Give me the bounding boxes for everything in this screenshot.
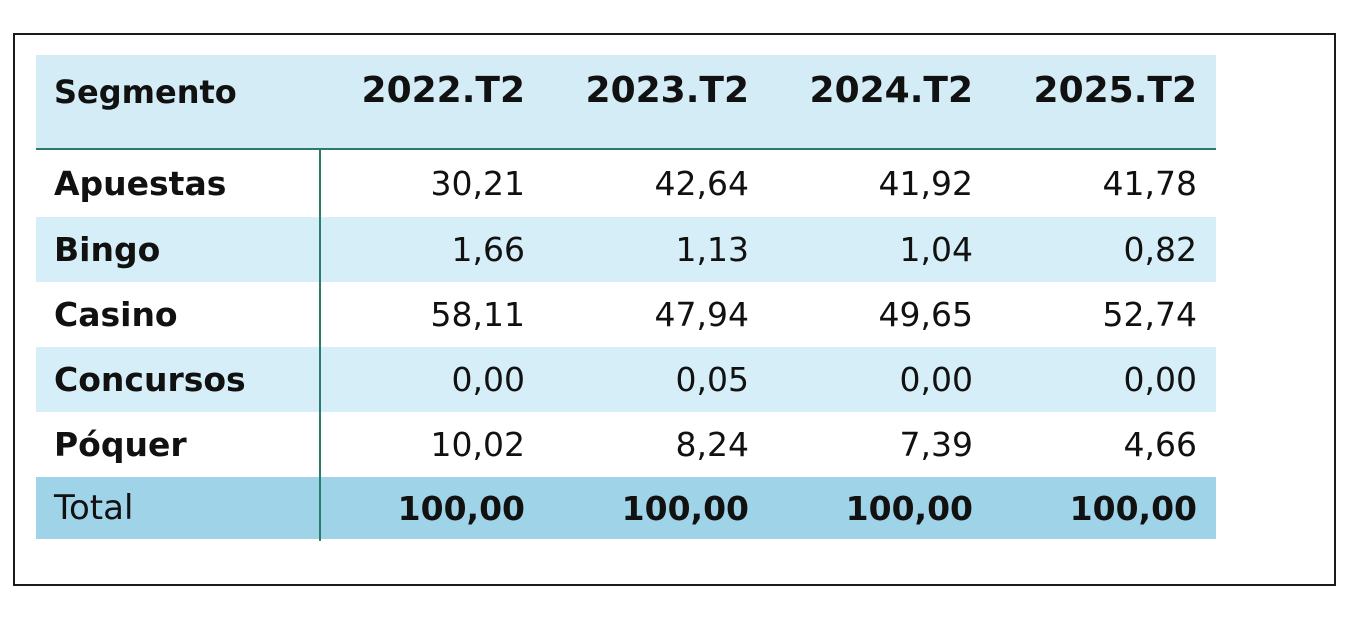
table-cell: 42,64 [654, 164, 749, 203]
total-cell: 100,00 [621, 488, 749, 528]
table-cell: 10,02 [430, 425, 525, 464]
table-cell: 1,13 [675, 230, 749, 269]
table-cell: 7,39 [899, 425, 973, 464]
row-label: Apuestas [54, 164, 227, 203]
column-header-2023-t2: 2023.T2 [585, 70, 749, 111]
table-cell: 0,00 [451, 360, 525, 399]
table-cell: 0,00 [1123, 360, 1197, 399]
table-row: Bingo 1,66 1,13 1,04 0,82 [36, 217, 1216, 282]
column-header-2022-t2: 2022.T2 [361, 70, 525, 111]
column-divider [319, 150, 321, 541]
table-header-row: Segmento 2022.T2 2023.T2 2024.T2 2025.T2 [36, 55, 1216, 150]
row-label: Concursos [54, 360, 246, 399]
table-row: Apuestas 30,21 42,64 41,92 41,78 [36, 150, 1216, 217]
table-row: Casino 58,11 47,94 49,65 52,74 [36, 282, 1216, 347]
table-cell: 1,04 [899, 230, 973, 269]
total-label: Total [54, 488, 134, 528]
table-cell: 41,78 [1102, 164, 1197, 203]
data-table: Segmento 2022.T2 2023.T2 2024.T2 2025.T2… [36, 55, 1216, 541]
column-header-2025-t2: 2025.T2 [1033, 70, 1197, 111]
table-cell: 47,94 [654, 295, 749, 334]
table-row: Póquer 10,02 8,24 7,39 4,66 [36, 412, 1216, 477]
table-cell: 0,82 [1123, 230, 1197, 269]
row-label: Póquer [54, 425, 187, 464]
row-label: Bingo [54, 230, 161, 269]
table-cell: 49,65 [878, 295, 973, 334]
table-total-row: Total 100,00 100,00 100,00 100,00 [36, 477, 1216, 539]
table-row: Concursos 0,00 0,05 0,00 0,00 [36, 347, 1216, 412]
total-cell: 100,00 [397, 488, 525, 528]
table-cell: 30,21 [430, 164, 525, 203]
total-cell: 100,00 [1069, 488, 1197, 528]
table-cell: 0,00 [899, 360, 973, 399]
total-cell: 100,00 [845, 488, 973, 528]
table-cell: 8,24 [675, 425, 749, 464]
table-cell: 58,11 [430, 295, 525, 334]
table-cell: 4,66 [1123, 425, 1197, 464]
table-cell: 41,92 [878, 164, 973, 203]
column-header-segment: Segmento [54, 73, 237, 111]
column-header-2024-t2: 2024.T2 [809, 70, 973, 111]
row-label: Casino [54, 295, 178, 334]
table-cell: 52,74 [1102, 295, 1197, 334]
table-cell: 0,05 [675, 360, 749, 399]
table-cell: 1,66 [451, 230, 525, 269]
